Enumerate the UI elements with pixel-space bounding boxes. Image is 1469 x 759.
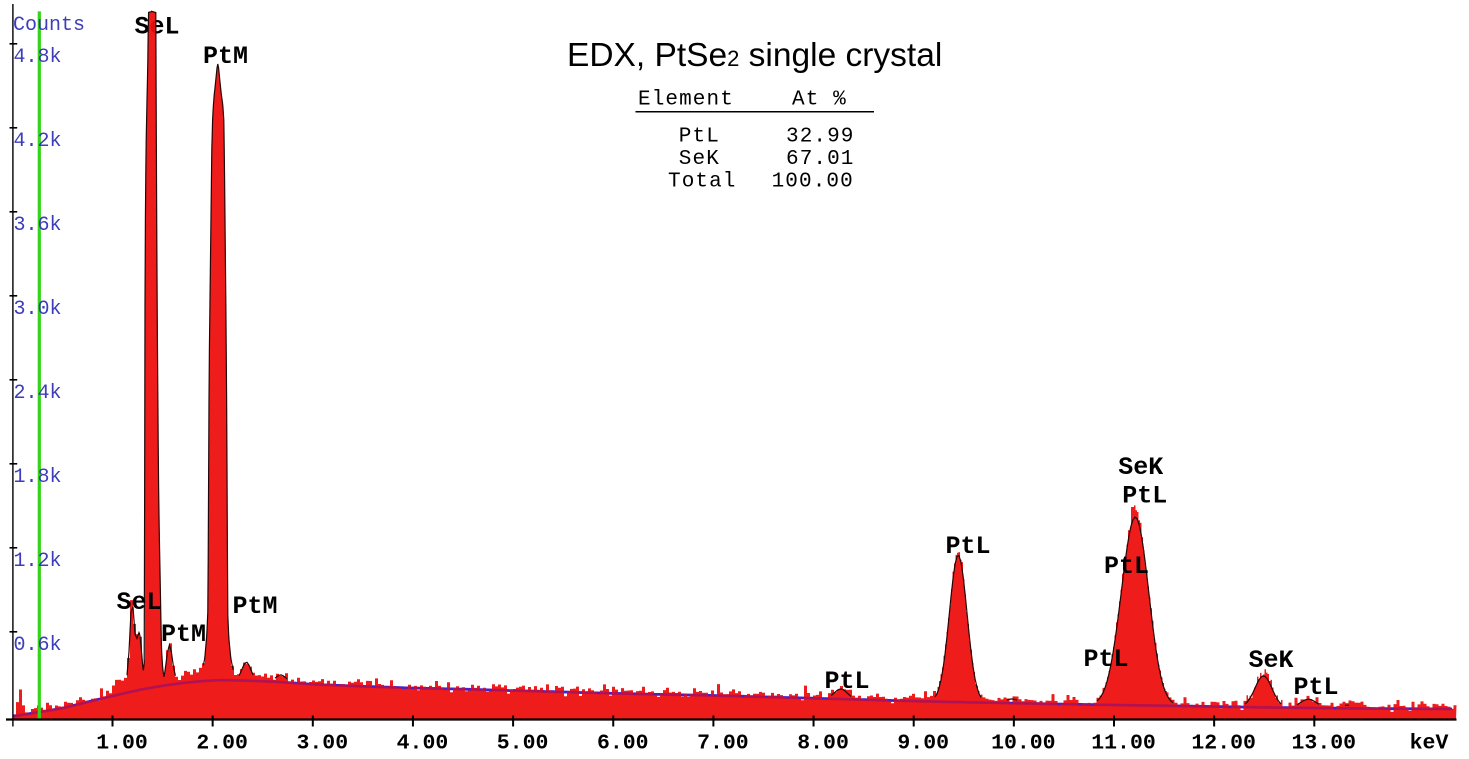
svg-text:At %: At %	[792, 89, 847, 112]
svg-text:9.00: 9.00	[897, 732, 949, 756]
svg-text:PtL: PtL	[679, 126, 720, 149]
svg-text:10.00: 10.00	[991, 732, 1056, 756]
svg-text:1.2k: 1.2k	[14, 550, 62, 573]
svg-text:67.01: 67.01	[786, 148, 855, 171]
svg-text:3.0k: 3.0k	[14, 298, 62, 321]
svg-text:3.00: 3.00	[296, 732, 348, 756]
svg-text:PtL: PtL	[1104, 552, 1149, 581]
svg-text:SeL: SeL	[134, 13, 179, 42]
svg-text:EDX, PtSe2 single crystal: EDX, PtSe2 single crystal	[567, 37, 942, 74]
svg-text:2.4k: 2.4k	[14, 382, 62, 405]
svg-text:1.8k: 1.8k	[14, 466, 62, 489]
svg-text:SeK: SeK	[1118, 453, 1163, 482]
svg-text:keV: keV	[1410, 732, 1449, 756]
svg-text:4.00: 4.00	[397, 732, 449, 756]
svg-text:PtM: PtM	[232, 592, 277, 621]
svg-text:4.2k: 4.2k	[14, 130, 62, 153]
svg-text:32.99: 32.99	[786, 126, 855, 149]
svg-text:11.00: 11.00	[1091, 732, 1156, 756]
svg-text:6.00: 6.00	[597, 732, 649, 756]
svg-text:PtL: PtL	[824, 667, 869, 696]
svg-text:PtL: PtL	[1122, 482, 1167, 511]
svg-text:PtM: PtM	[161, 620, 206, 649]
svg-text:100.00: 100.00	[772, 170, 854, 193]
svg-text:SeK: SeK	[679, 148, 720, 171]
svg-text:2.00: 2.00	[196, 732, 248, 756]
svg-text:0.6k: 0.6k	[14, 634, 62, 657]
svg-text:3.6k: 3.6k	[14, 214, 62, 237]
svg-text:12.00: 12.00	[1191, 732, 1256, 756]
svg-text:SeK: SeK	[1248, 646, 1293, 675]
svg-text:SeL: SeL	[116, 588, 161, 617]
svg-text:Element: Element	[638, 89, 734, 112]
svg-text:Total: Total	[668, 170, 737, 193]
svg-text:1.00: 1.00	[96, 732, 148, 756]
svg-text:7.00: 7.00	[697, 732, 749, 756]
svg-text:4.8k: 4.8k	[14, 46, 62, 69]
svg-text:13.00: 13.00	[1292, 732, 1357, 756]
svg-text:PtM: PtM	[203, 42, 248, 71]
svg-text:8.00: 8.00	[797, 732, 849, 756]
svg-text:Counts: Counts	[13, 14, 85, 37]
svg-text:PtL: PtL	[945, 532, 990, 561]
svg-text:5.00: 5.00	[497, 732, 549, 756]
svg-text:PtL: PtL	[1293, 673, 1338, 702]
svg-text:PtL: PtL	[1083, 645, 1128, 674]
